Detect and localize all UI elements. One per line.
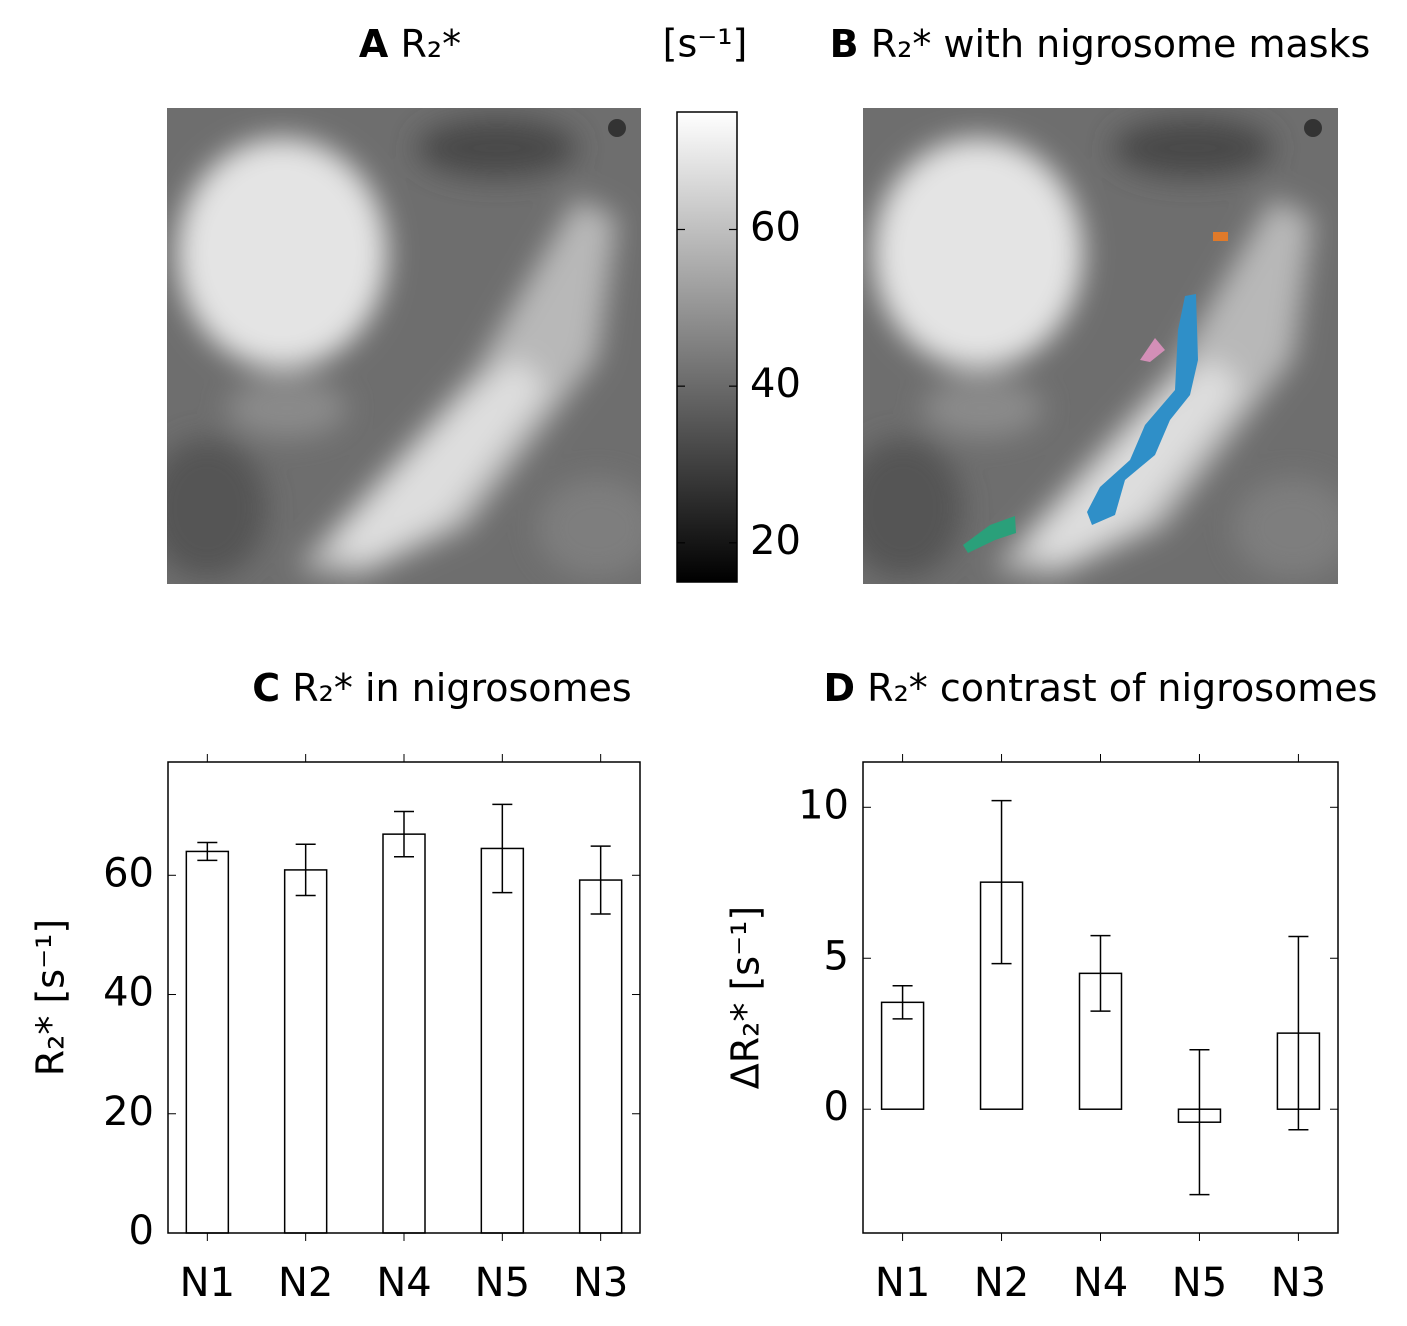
y-tick-label: 5	[824, 933, 849, 979]
x-tick-label: N3	[573, 1260, 628, 1306]
title-part: R₂*	[400, 22, 461, 66]
title-part: D	[824, 666, 856, 710]
x-tick-label: N5	[1172, 1260, 1227, 1306]
colorbar	[676, 111, 738, 583]
image-a	[147, 108, 657, 584]
mask-n3	[1213, 232, 1228, 241]
panel-title: A R₂*	[359, 22, 461, 66]
y-axis-label: ΔR₂* [s⁻¹]	[724, 906, 768, 1089]
y-axis-label: R₂* [s⁻¹]	[29, 919, 73, 1076]
colorbar-unit: [s⁻¹]	[663, 22, 748, 66]
bar	[578, 879, 623, 1234]
x-tick-label: N1	[875, 1260, 930, 1306]
title-part: B	[830, 22, 859, 66]
x-tick-label: N2	[974, 1260, 1029, 1306]
bar	[382, 833, 426, 1234]
title-part: R₂* in nigrosomes	[292, 666, 631, 710]
panel-title: D R₂* contrast of nigrosomes	[824, 666, 1378, 710]
title-part: A	[359, 22, 389, 66]
x-tick-label: N3	[1271, 1260, 1326, 1306]
colorbar-tick-label: 20	[750, 518, 801, 564]
x-tick-label: N2	[278, 1260, 333, 1306]
title-part: R₂* contrast of nigrosomes	[867, 666, 1377, 710]
y-tick-label: 60	[103, 850, 154, 896]
image-b	[843, 108, 1353, 584]
x-tick-label: N4	[376, 1260, 431, 1306]
mask-n1	[1087, 294, 1198, 525]
bar	[185, 850, 230, 1234]
title-part: R₂* with nigrosome masks	[871, 22, 1371, 66]
y-tick-label: 20	[103, 1089, 154, 1135]
y-tick-label: 0	[824, 1084, 849, 1130]
bar	[480, 847, 525, 1234]
y-tick-label: 10	[798, 782, 849, 828]
y-tick-label: 0	[129, 1208, 154, 1254]
panel-title: C R₂* in nigrosomes	[252, 666, 631, 710]
title-part: C	[252, 666, 280, 710]
x-tick-label: N5	[475, 1260, 530, 1306]
colorbar-tick-label: 40	[750, 361, 801, 407]
panel-title: B R₂* with nigrosome masks	[830, 22, 1371, 66]
mask-n4	[1140, 338, 1165, 362]
x-tick-label: N4	[1073, 1260, 1128, 1306]
x-tick-label: N1	[180, 1260, 235, 1306]
colorbar-tick-label: 60	[750, 205, 801, 251]
mask-n2	[963, 516, 1016, 553]
y-tick-label: 40	[103, 970, 154, 1016]
bar	[283, 869, 328, 1234]
